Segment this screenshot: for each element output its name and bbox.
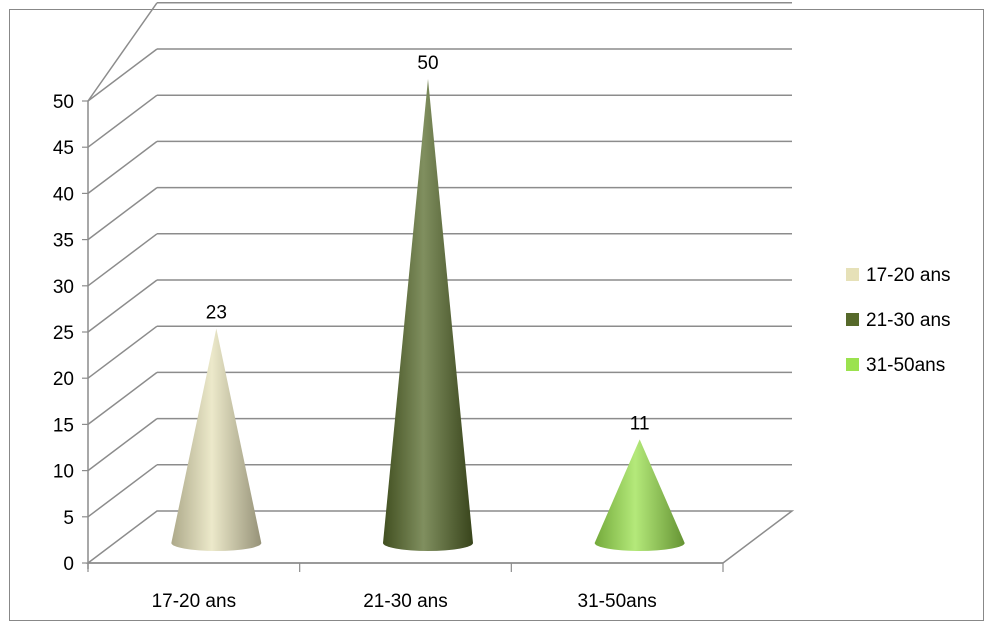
- gridline-wall: [87, 325, 158, 379]
- gridline-wall: [87, 233, 158, 287]
- cone-body: [594, 439, 685, 551]
- gridline-wall: [87, 418, 158, 472]
- legend-swatch: [846, 268, 859, 281]
- legend: 17-20 ans 21-30 ans 31-50ans: [846, 265, 951, 376]
- y-tick-label: 25: [53, 323, 74, 344]
- legend-label: 31-50ans: [866, 355, 945, 376]
- legend-label: 21-30 ans: [866, 310, 951, 331]
- gridline-wall: [87, 48, 158, 102]
- y-tick-label: 30: [53, 277, 74, 298]
- y-tick-label: 5: [63, 508, 74, 529]
- cone-body: [383, 79, 473, 551]
- x-tick-label: 17-20 ans: [152, 591, 237, 612]
- bar-cone-17-20-ans: [171, 328, 262, 551]
- y-tick-label: 35: [53, 231, 74, 252]
- gridline-wall: [87, 187, 158, 241]
- gridline-wall: [87, 371, 158, 425]
- data-label: 23: [206, 302, 227, 323]
- labels-layer: 23 17-20 ans 50 21-30 ans 11 31-50ans: [152, 53, 657, 612]
- gridline-wall: [87, 279, 158, 333]
- marks-layer: [171, 79, 685, 551]
- legend-swatch: [846, 358, 859, 371]
- y-tick-label: 40: [53, 184, 74, 205]
- gridline-wall: [87, 2, 158, 102]
- y-tick-label: 20: [53, 369, 74, 390]
- y-tick-label: 50: [53, 92, 74, 113]
- y-tick-label: 15: [53, 415, 74, 436]
- y-tick-label: 10: [53, 462, 74, 483]
- legend-swatch: [846, 313, 859, 326]
- bar-cone-31-50ans: [594, 439, 685, 551]
- x-tick-label: 31-50ans: [578, 591, 657, 612]
- y-tick-label: 45: [53, 138, 74, 159]
- gridline-wall: [87, 140, 158, 194]
- gridline-wall: [87, 94, 158, 148]
- gridline-wall: [87, 464, 158, 518]
- data-label: 50: [417, 53, 438, 74]
- x-tick-label: 21-30 ans: [363, 591, 448, 612]
- data-label: 11: [630, 413, 650, 434]
- chart-frame: [9, 9, 984, 621]
- bar-cone-21-30-ans: [383, 79, 473, 551]
- cone-body: [171, 328, 262, 551]
- y-tick-label: 0: [63, 554, 74, 575]
- axis-layer: 0 5 10 15 20 25 30 35 40 45 50: [53, 92, 724, 575]
- legend-label: 17-20 ans: [866, 265, 951, 286]
